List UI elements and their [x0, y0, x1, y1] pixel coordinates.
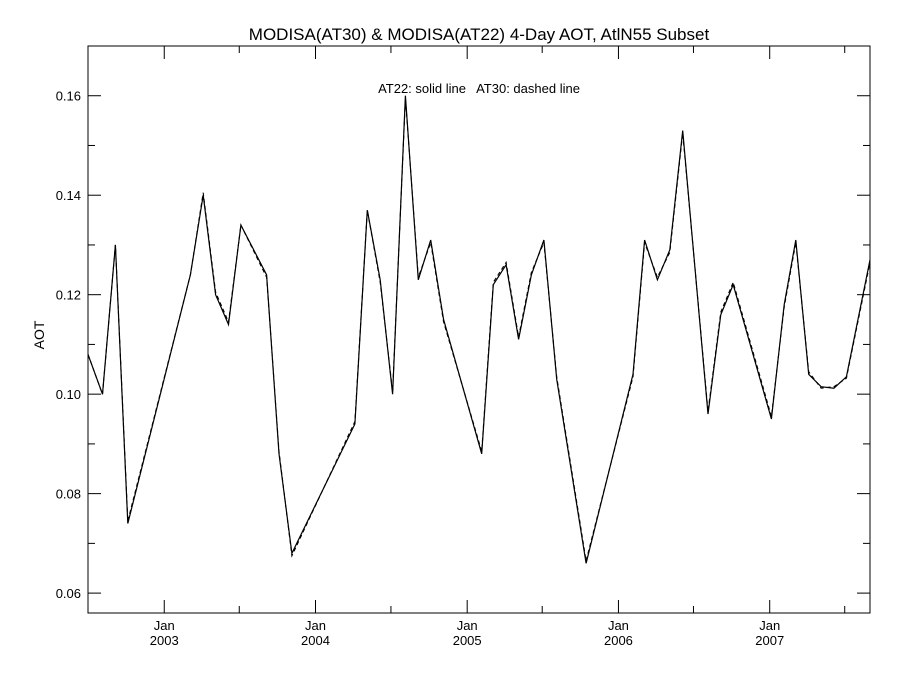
series-line-at22 — [87, 95, 871, 564]
chart-title: MODISA(AT30) & MODISA(AT22) 4-Day AOT, A… — [249, 25, 710, 44]
x-tick-month-label: Jan — [154, 618, 175, 633]
series-layer — [87, 95, 871, 564]
legend-annotation: AT22: solid line AT30: dashed line — [378, 81, 580, 96]
plot-frame — [87, 45, 871, 614]
x-tick-year-label: 2004 — [301, 633, 330, 648]
x-tick-month-label: Jan — [608, 618, 629, 633]
x-tick-month-label: Jan — [759, 618, 780, 633]
axes-layer: 0.060.080.100.120.140.16Jan2003Jan2004Ja… — [56, 46, 870, 648]
y-axis-label: AOT — [31, 320, 47, 349]
x-tick-year-label: 2003 — [150, 633, 179, 648]
x-tick-month-label: Jan — [305, 618, 326, 633]
y-tick-label: 0.12 — [56, 288, 81, 303]
y-tick-label: 0.10 — [56, 387, 81, 402]
x-tick-year-label: 2007 — [755, 633, 784, 648]
x-tick-year-label: 2005 — [453, 633, 482, 648]
y-tick-label: 0.08 — [56, 487, 81, 502]
x-tick-month-label: Jan — [457, 618, 478, 633]
series-line-at30 — [87, 98, 871, 561]
x-tick-year-label: 2006 — [604, 633, 633, 648]
y-tick-label: 0.16 — [56, 89, 81, 104]
y-tick-label: 0.06 — [56, 586, 81, 601]
y-tick-label: 0.14 — [56, 188, 81, 203]
